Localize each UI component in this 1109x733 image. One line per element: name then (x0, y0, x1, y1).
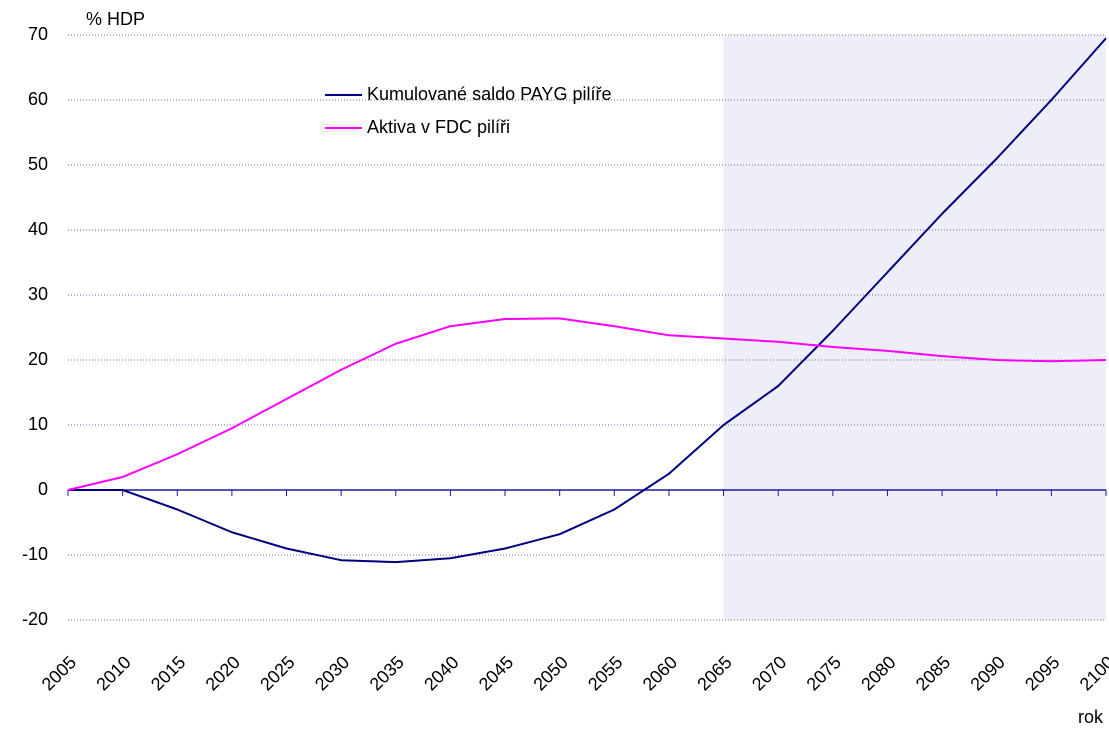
x-tick-label: 2100 (1076, 652, 1109, 694)
x-tick-label: 2065 (693, 652, 735, 694)
y-tick-label: -20 (22, 609, 48, 629)
x-tick-label: 2070 (748, 652, 790, 694)
y-tick-label: 30 (28, 284, 48, 304)
x-tick-label: 2075 (803, 652, 845, 694)
y-tick-label: 20 (28, 349, 48, 369)
x-tick-label: 2045 (475, 652, 517, 694)
shaded-region (723, 35, 1106, 620)
x-tick-label: 2095 (1021, 652, 1063, 694)
x-tick-label: 2010 (92, 652, 134, 694)
y-tick-label: 50 (28, 154, 48, 174)
x-tick-label: 2005 (38, 652, 80, 694)
x-axis-label: rok (1078, 707, 1104, 727)
y-axis-label: % HDP (86, 9, 145, 29)
x-tick-label: 2015 (147, 652, 189, 694)
legend-label: Kumulované saldo PAYG pilíře (367, 84, 611, 104)
y-tick-label: 40 (28, 219, 48, 239)
x-tick-label: 2090 (966, 652, 1008, 694)
x-tick-label: 2050 (529, 652, 571, 694)
x-tick-label: 2035 (366, 652, 408, 694)
series-line (67, 317, 1107, 491)
x-tick-label: 2060 (639, 652, 681, 694)
x-tick-label: 2040 (420, 652, 462, 694)
x-tick-label: 2085 (912, 652, 954, 694)
x-tick-label: 2030 (311, 652, 353, 694)
legend-label: Aktiva v FDC pilíři (367, 117, 510, 137)
x-tick-label: 2080 (857, 652, 899, 694)
series-line (68, 37, 1107, 564)
y-tick-label: -10 (22, 544, 48, 564)
x-tick-label: 2055 (584, 652, 626, 694)
y-tick-label: 0 (38, 479, 48, 499)
y-tick-label: 70 (28, 24, 48, 44)
x-tick-label: 2025 (256, 652, 298, 694)
y-tick-label: 10 (28, 414, 48, 434)
y-tick-label: 60 (28, 89, 48, 109)
x-tick-label: 2020 (202, 652, 244, 694)
